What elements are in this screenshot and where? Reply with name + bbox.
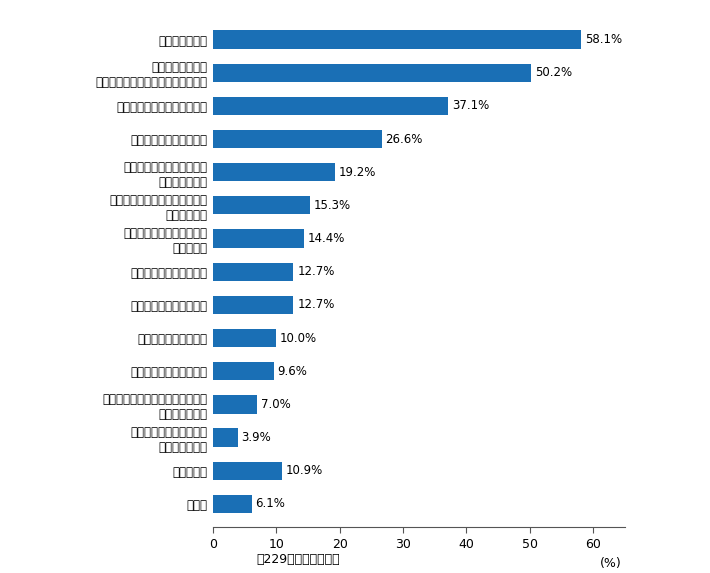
Text: 10.9%: 10.9%	[286, 464, 323, 477]
Text: (%): (%)	[599, 557, 621, 570]
Bar	[213, 462, 282, 480]
Bar	[213, 296, 293, 314]
Text: 19.2%: 19.2%	[339, 166, 376, 179]
Bar	[213, 64, 531, 82]
Bar	[213, 429, 238, 447]
Text: 3.9%: 3.9%	[241, 431, 271, 444]
Text: 15.3%: 15.3%	[314, 199, 351, 212]
Text: 6.1%: 6.1%	[256, 497, 285, 511]
Bar	[213, 130, 381, 148]
Bar	[213, 395, 257, 414]
Text: 58.1%: 58.1%	[585, 33, 622, 46]
Text: 10.0%: 10.0%	[280, 332, 317, 344]
Text: 12.7%: 12.7%	[297, 265, 334, 278]
Text: 7.0%: 7.0%	[261, 398, 291, 411]
Text: 50.2%: 50.2%	[535, 66, 572, 79]
Bar	[213, 163, 334, 181]
Text: 9.6%: 9.6%	[278, 365, 307, 378]
Text: 12.7%: 12.7%	[297, 299, 334, 311]
Bar	[213, 329, 276, 347]
Bar	[213, 197, 310, 214]
Text: 37.1%: 37.1%	[452, 99, 489, 112]
Text: （229人　複数回答）: （229人 複数回答）	[256, 552, 340, 566]
Text: 26.6%: 26.6%	[386, 132, 422, 146]
Bar	[213, 97, 448, 115]
Text: 14.4%: 14.4%	[308, 232, 345, 245]
Bar	[213, 495, 251, 513]
Bar	[213, 229, 304, 248]
Bar	[213, 362, 274, 380]
Bar	[213, 262, 293, 281]
Bar	[213, 30, 581, 49]
